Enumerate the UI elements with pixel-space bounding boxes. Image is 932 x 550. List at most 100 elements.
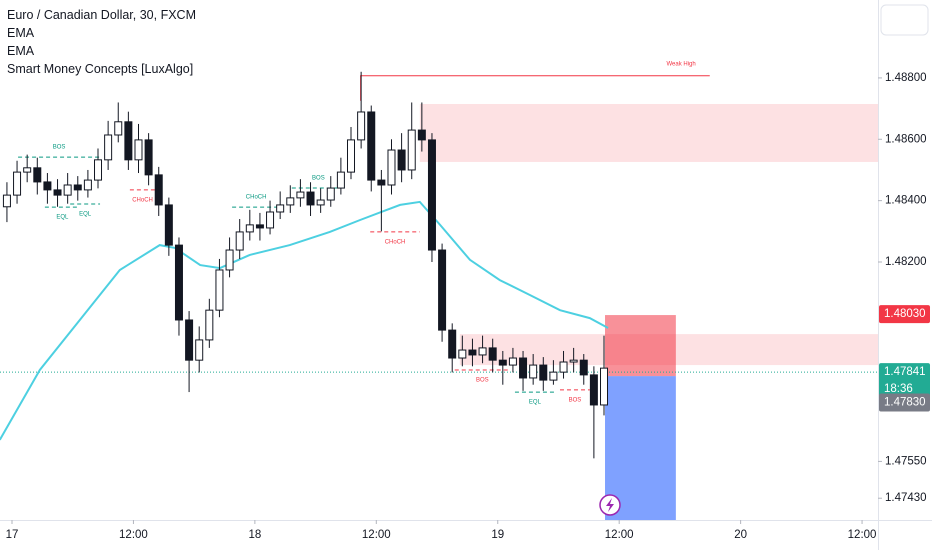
candle-body bbox=[357, 111, 366, 141]
candle-body bbox=[397, 149, 406, 171]
x-tick-label: 17 bbox=[6, 529, 19, 541]
order-block bbox=[419, 104, 878, 162]
indicator-label: EMA bbox=[7, 44, 35, 58]
weak-high-label: Weak High bbox=[667, 61, 696, 67]
price-tag bbox=[879, 305, 930, 324]
x-tick-label: 19 bbox=[491, 529, 504, 541]
candle-body bbox=[134, 139, 143, 161]
candle-body bbox=[255, 224, 264, 229]
price-tag-label: 1.47841 bbox=[884, 366, 926, 378]
overlay: Euro / Canadian Dollar, 30, FXCM EMA EMA… bbox=[7, 8, 621, 516]
candle-body bbox=[296, 191, 305, 199]
structure-label: EQL bbox=[529, 400, 542, 406]
candle-body bbox=[215, 269, 224, 311]
candle-body bbox=[164, 204, 173, 246]
candle-body bbox=[589, 374, 598, 406]
settings-button[interactable] bbox=[880, 4, 929, 36]
x-tick-label: 12:00 bbox=[848, 529, 877, 541]
candle-body bbox=[407, 129, 416, 171]
x-tick-label: 18 bbox=[248, 529, 261, 541]
x-tick-label: 20 bbox=[734, 529, 747, 541]
candle-body bbox=[13, 171, 22, 196]
candle-body bbox=[63, 184, 72, 196]
candle-body bbox=[245, 224, 254, 233]
structure-label: EQL bbox=[56, 215, 69, 221]
candle-body bbox=[539, 364, 548, 381]
candle-body bbox=[559, 361, 568, 373]
candle-body bbox=[498, 359, 507, 366]
candle-body bbox=[326, 187, 335, 201]
candle-body bbox=[347, 139, 356, 173]
y-tick-label: 1.47430 bbox=[885, 492, 927, 504]
structure-label: CHoCH bbox=[385, 240, 406, 246]
candle-body bbox=[286, 197, 295, 206]
candle-body bbox=[114, 121, 123, 136]
candle-body bbox=[478, 347, 487, 356]
x-tick-label: 12:00 bbox=[362, 529, 391, 541]
x-tick-label: 12:00 bbox=[605, 529, 634, 541]
y-tick-label: 1.48600 bbox=[885, 133, 927, 145]
candle-body bbox=[427, 139, 436, 251]
candle-body bbox=[2, 194, 11, 208]
y-tick-label: 1.48400 bbox=[885, 195, 927, 207]
structure-label: BOS bbox=[312, 176, 325, 182]
structure-label: EQL bbox=[79, 212, 92, 218]
candle-body bbox=[316, 199, 325, 206]
candle-body bbox=[276, 204, 285, 213]
candle-body bbox=[488, 347, 497, 361]
indicator-label: EMA bbox=[7, 26, 35, 40]
candle-body bbox=[468, 349, 477, 356]
x-tick-label: 12:00 bbox=[119, 529, 148, 541]
price-tag-label: 1.47830 bbox=[884, 397, 926, 409]
candle-body bbox=[529, 364, 538, 379]
candle-body bbox=[53, 189, 62, 196]
structure-label: CHoCH bbox=[246, 195, 267, 201]
candle-body bbox=[519, 357, 528, 379]
ema-line bbox=[0, 200, 609, 441]
candle-body bbox=[266, 211, 275, 229]
structure-label: CHoCH bbox=[132, 197, 153, 203]
candle-body bbox=[367, 111, 376, 181]
candle-body bbox=[387, 149, 396, 186]
candle-body bbox=[549, 371, 558, 381]
countdown-label: 18:36 bbox=[884, 383, 913, 395]
axes: 1.48800 1.48600 1.48400 1.48200 1.47550 1.474… bbox=[6, 72, 930, 541]
candle-body bbox=[235, 231, 244, 251]
y-tick-label: 1.48800 bbox=[885, 72, 927, 84]
candle-body bbox=[205, 309, 214, 341]
candle-body bbox=[83, 179, 92, 191]
structure-label: BOS bbox=[476, 378, 489, 384]
chart-title: Euro / Canadian Dollar, 30, FXCM bbox=[7, 8, 196, 22]
alert-bolt bbox=[606, 498, 614, 512]
candle-body bbox=[124, 121, 133, 161]
candle-body bbox=[306, 191, 315, 206]
candle-body bbox=[154, 174, 163, 206]
price-tag bbox=[879, 363, 930, 400]
candle-body bbox=[377, 179, 386, 186]
candle-body bbox=[195, 339, 204, 361]
candle-body bbox=[448, 329, 457, 359]
stop-zone bbox=[605, 315, 676, 377]
price-tag bbox=[879, 393, 930, 412]
candle-body bbox=[94, 159, 103, 181]
candle-body bbox=[73, 184, 82, 191]
candle-body bbox=[569, 359, 578, 363]
candle-body bbox=[438, 249, 447, 331]
price-tag-label: 1.48030 bbox=[884, 308, 926, 320]
candle-body bbox=[33, 167, 42, 183]
candle-body bbox=[579, 359, 588, 376]
structure-label: BOS bbox=[569, 398, 582, 404]
candle-body bbox=[23, 167, 32, 173]
candle-body bbox=[104, 134, 113, 161]
candle-body bbox=[508, 357, 517, 366]
target-zone bbox=[605, 376, 676, 520]
y-tick-label: 1.48200 bbox=[885, 256, 927, 268]
indicator-label: Smart Money Concepts [LuxAlgo] bbox=[7, 62, 193, 76]
structure-label: BOS bbox=[53, 145, 66, 151]
y-tick-label: 1.47550 bbox=[885, 455, 927, 467]
candle-body bbox=[336, 171, 345, 189]
plot-area: Weak High BOS EQL EQL CHoCH CHoCH BOS CHoCH BOS E… bbox=[0, 61, 878, 520]
candle-body bbox=[600, 367, 609, 406]
